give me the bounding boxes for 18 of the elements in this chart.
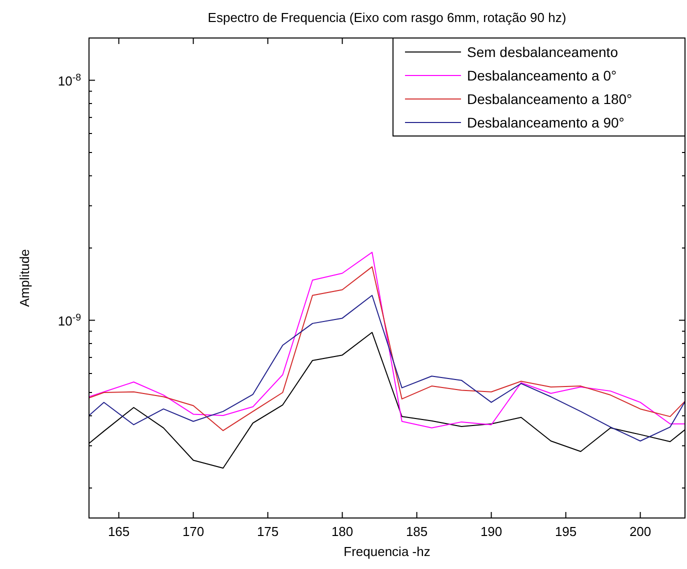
line-series: [89, 294, 685, 442]
x-axis-title: Frequencia -hz: [344, 544, 430, 559]
x-tick-label: 170: [182, 524, 204, 539]
legend-label: Desbalanceamento a 0°: [467, 68, 617, 84]
x-tick-label: 175: [256, 524, 279, 539]
x-tick-label: 165: [108, 524, 130, 539]
legend-label: Desbalanceamento a 180°: [467, 91, 632, 107]
x-tick-label: 190: [480, 524, 502, 539]
x-tick-label: 180: [331, 524, 354, 539]
x-tick-label: 185: [406, 524, 428, 539]
y-tick-label: 10$^{-8}$: [58, 72, 81, 88]
x-tick-label: 195: [554, 524, 577, 539]
y-axis-title: Amplitude: [17, 249, 32, 307]
y-tick-label: 10$^{-9}$: [58, 312, 81, 328]
legend-label: Sem desbalanceamento: [467, 44, 618, 60]
x-tick-label: 200: [629, 524, 652, 539]
chart-title: Espectro de Frequencia (Eixo com rasgo 6mm, rotação 90 hz): [208, 10, 566, 25]
legend-label: Desbalanceamento a 90°: [467, 114, 624, 130]
